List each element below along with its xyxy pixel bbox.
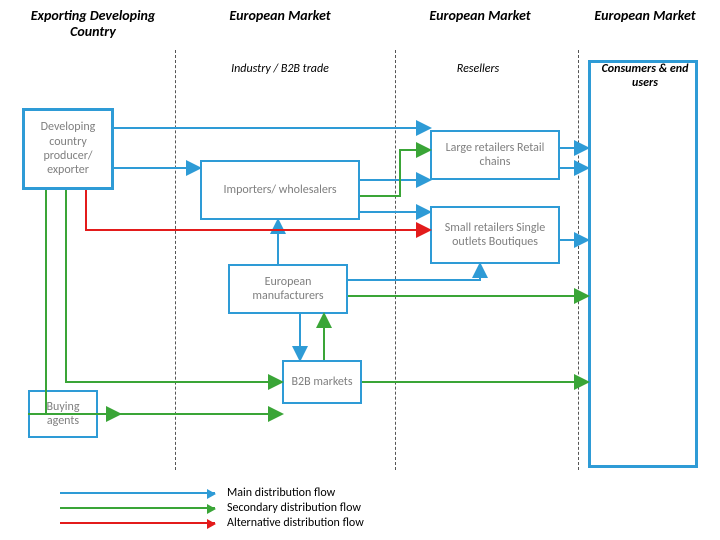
- column-divider: [578, 50, 579, 470]
- node-consumers: [588, 60, 698, 468]
- legend-row: Alternative distribution flow: [60, 516, 364, 530]
- column-divider: [395, 50, 396, 470]
- column-header: European Market: [400, 8, 560, 24]
- legend-row: Main distribution flow: [60, 486, 335, 500]
- node-label: Small retailers Single outlets Boutiques: [436, 221, 554, 250]
- node-buying-agents: Buying agents: [28, 390, 98, 438]
- legend-line: [60, 507, 215, 509]
- node-label: Importers/ wholesalers: [223, 183, 336, 197]
- node-label: Buying agents: [34, 400, 92, 429]
- node-small-retailers: Small retailers Single outlets Boutiques: [430, 206, 560, 264]
- legend-label: Secondary distribution flow: [227, 501, 361, 515]
- node-importers: Importers/ wholesalers: [200, 160, 360, 220]
- arrow-icon: [207, 489, 216, 499]
- legend-label: Alternative distribution flow: [227, 516, 364, 530]
- arrow-icon: [207, 504, 216, 514]
- column-subheader: Industry / B2B trade: [200, 62, 360, 76]
- node-label: Developing country producer/ exporter: [29, 120, 107, 178]
- node-eu-manufacturers: European manufacturers: [228, 264, 348, 314]
- diagram-canvas: { "canvas": { "width": 720, "height": 54…: [0, 0, 720, 540]
- column-header: Exporting Developing Country: [18, 8, 168, 40]
- column-header: European Market: [575, 8, 715, 24]
- column-divider: [175, 50, 176, 470]
- node-b2b-markets: B2B markets: [282, 360, 362, 404]
- node-large-retailers: Large retailers Retail chains: [430, 130, 560, 180]
- node-producer: Developing country producer/ exporter: [22, 108, 114, 190]
- node-label: European manufacturers: [234, 275, 342, 304]
- legend-label: Main distribution flow: [227, 486, 335, 500]
- arrow-icon: [207, 519, 216, 529]
- legend-line: [60, 522, 215, 524]
- column-subheader: Resellers: [418, 62, 538, 76]
- legend-row: Secondary distribution flow: [60, 501, 361, 515]
- legend-line: [60, 492, 215, 494]
- column-header: European Market: [200, 8, 360, 24]
- node-label: Large retailers Retail chains: [436, 141, 554, 170]
- node-label: B2B markets: [291, 375, 352, 389]
